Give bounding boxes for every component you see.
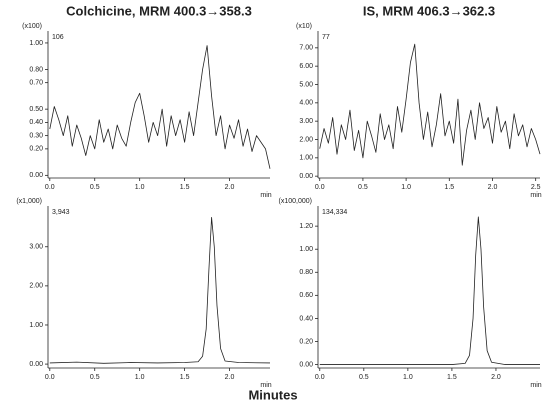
y-tick-label: 0.40 bbox=[29, 119, 43, 126]
y-tick-label: 0.00 bbox=[299, 173, 313, 180]
peak-intensity: 106 bbox=[52, 34, 64, 41]
x-tick-label: 1.0 bbox=[401, 184, 411, 191]
x-unit: min bbox=[260, 192, 271, 199]
y-tick-label: 0.30 bbox=[29, 132, 43, 139]
chromatogram-line bbox=[319, 43, 541, 166]
y-tick-label: 4.00 bbox=[299, 100, 313, 107]
y-tick-label: 3.00 bbox=[299, 118, 313, 125]
x-tick-label: 1.0 bbox=[135, 374, 145, 381]
y-tick-label: 6.00 bbox=[299, 63, 313, 70]
y-tick-label: 1.00 bbox=[299, 155, 313, 162]
y-tick-label: 0.80 bbox=[29, 66, 43, 73]
y-multiplier: (x1,000) bbox=[16, 198, 42, 205]
panel-title: Colchicine, MRM 400.3→358.3 bbox=[66, 3, 252, 18]
y-tick-label: 7.00 bbox=[299, 45, 313, 52]
x-tick-label: 0.5 bbox=[90, 374, 100, 381]
x-tick-label: 0.0 bbox=[45, 184, 55, 191]
y-tick-label: 1.20 bbox=[299, 223, 313, 230]
chromatogram-line bbox=[49, 45, 271, 169]
chromatogram-line bbox=[319, 216, 540, 365]
y-multiplier: (x10) bbox=[296, 23, 312, 30]
y-tick-label: 0.80 bbox=[299, 269, 313, 276]
x-unit: min bbox=[530, 382, 541, 389]
x-tick-label: 1.5 bbox=[447, 374, 457, 381]
x-tick-label: 1.5 bbox=[444, 184, 454, 191]
y-tick-label: 3.00 bbox=[29, 244, 43, 251]
y-tick-label: 0.40 bbox=[299, 315, 313, 322]
x-axis-label: Minutes bbox=[248, 387, 297, 402]
chromatogram-line bbox=[49, 217, 271, 364]
x-tick-label: 0.5 bbox=[359, 374, 369, 381]
x-tick-label: 2.5 bbox=[531, 184, 541, 191]
x-tick-label: 2.0 bbox=[491, 374, 501, 381]
x-unit: min bbox=[530, 192, 541, 199]
y-multiplier: (x100) bbox=[22, 23, 42, 30]
x-tick-label: 0.5 bbox=[358, 184, 368, 191]
peak-intensity: 134,334 bbox=[322, 209, 347, 216]
y-tick-label: 1.00 bbox=[299, 246, 313, 253]
x-tick-label: 0.0 bbox=[315, 184, 325, 191]
x-tick-label: 0.5 bbox=[90, 184, 100, 191]
y-multiplier: (x100,000) bbox=[279, 198, 312, 205]
peak-intensity: 77 bbox=[322, 34, 330, 41]
y-tick-label: 0.70 bbox=[29, 80, 43, 87]
x-tick-label: 1.0 bbox=[403, 374, 413, 381]
x-tick-label: 1.5 bbox=[180, 184, 190, 191]
y-tick-label: 0.00 bbox=[29, 172, 43, 179]
y-tick-label: 1.00 bbox=[29, 40, 43, 47]
y-tick-label: 1.00 bbox=[29, 322, 43, 329]
x-tick-label: 1.5 bbox=[180, 374, 190, 381]
panel-title: IS, MRM 406.3→362.3 bbox=[363, 3, 495, 18]
x-tick-label: 0.0 bbox=[45, 374, 55, 381]
y-tick-label: 2.00 bbox=[29, 283, 43, 290]
y-tick-label: 0.60 bbox=[299, 292, 313, 299]
x-tick-label: 2.0 bbox=[488, 184, 498, 191]
y-tick-label: 0.00 bbox=[299, 361, 313, 368]
y-tick-label: 2.00 bbox=[299, 136, 313, 143]
y-tick-label: 0.00 bbox=[29, 361, 43, 368]
y-tick-label: 0.20 bbox=[29, 146, 43, 153]
y-tick-label: 0.50 bbox=[29, 106, 43, 113]
x-tick-label: 2.0 bbox=[225, 374, 235, 381]
y-tick-label: 5.00 bbox=[299, 81, 313, 88]
y-tick-label: 0.20 bbox=[299, 338, 313, 345]
peak-intensity: 3,943 bbox=[52, 209, 70, 216]
x-tick-label: 0.0 bbox=[315, 374, 325, 381]
x-tick-label: 2.0 bbox=[225, 184, 235, 191]
x-unit: min bbox=[260, 382, 271, 389]
x-tick-label: 1.0 bbox=[135, 184, 145, 191]
